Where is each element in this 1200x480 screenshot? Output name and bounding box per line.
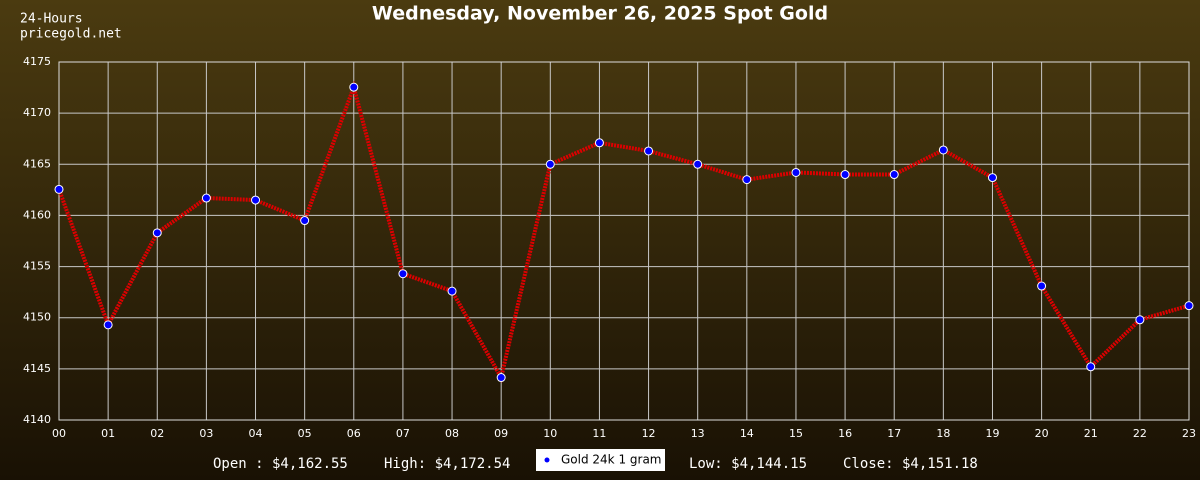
data-point <box>152 228 162 238</box>
data-point <box>300 216 310 226</box>
subtitle: pricegold.net <box>20 27 122 42</box>
data-point <box>54 184 64 194</box>
x-tick-label: 05 <box>298 427 312 440</box>
y-tick-label: 4145 <box>23 362 51 375</box>
data-point <box>693 159 703 169</box>
y-tick-label: 4175 <box>23 55 51 68</box>
data-point <box>1135 315 1145 325</box>
chart-title: Wednesday, November 26, 2025 Spot Gold <box>372 3 828 25</box>
y-tick-label: 4150 <box>23 311 51 324</box>
data-point <box>644 146 654 156</box>
price-line <box>57 80 1190 384</box>
summary-high: High: $4,172.54 <box>384 456 510 472</box>
x-tick-label: 10 <box>543 427 557 440</box>
x-tick-label: 23 <box>1182 427 1196 440</box>
y-tick-label: 4140 <box>23 413 51 426</box>
x-tick-label: 03 <box>199 427 213 440</box>
data-point <box>889 170 899 180</box>
y-tick-label: 4165 <box>23 157 51 170</box>
data-point <box>742 175 752 185</box>
x-tick-label: 11 <box>592 427 606 440</box>
x-tick-label: 19 <box>985 427 999 440</box>
data-point <box>103 320 113 330</box>
data-point <box>349 82 359 92</box>
data-point <box>201 193 211 203</box>
data-point <box>496 373 506 383</box>
x-tick-label: 14 <box>740 427 754 440</box>
data-point <box>545 159 555 169</box>
summary-close: Close: $4,151.18 <box>843 456 978 472</box>
y-tick-label: 4155 <box>23 260 51 273</box>
legend-label: Gold 24k 1 gram <box>561 453 661 467</box>
x-tick-label: 21 <box>1084 427 1098 440</box>
x-tick-label: 13 <box>691 427 705 440</box>
x-tick-label: 20 <box>1035 427 1049 440</box>
data-point <box>1184 301 1194 311</box>
x-tick-label: 08 <box>445 427 459 440</box>
x-tick-label: 12 <box>642 427 656 440</box>
x-tick-label: 07 <box>396 427 410 440</box>
x-tick-label: 04 <box>249 427 263 440</box>
y-tick-label: 4160 <box>23 208 51 221</box>
x-tick-label: 02 <box>150 427 164 440</box>
data-point <box>791 167 801 177</box>
x-tick-label: 17 <box>887 427 901 440</box>
legend-box <box>536 449 665 471</box>
data-point <box>938 145 948 155</box>
data-point <box>398 269 408 279</box>
data-point <box>1037 281 1047 291</box>
data-point <box>251 195 261 205</box>
data-point <box>594 138 604 148</box>
x-tick-label: 09 <box>494 427 508 440</box>
data-point <box>840 170 850 180</box>
summary-open: Open : $4,162.55 <box>213 456 348 472</box>
x-tick-label: 18 <box>936 427 950 440</box>
subtitle: 24-Hours <box>20 12 83 27</box>
x-tick-label: 01 <box>101 427 115 440</box>
x-tick-label: 15 <box>789 427 803 440</box>
x-tick-label: 00 <box>52 427 66 440</box>
summary-low: Low: $4,144.15 <box>689 456 807 472</box>
y-tick-label: 4170 <box>23 106 51 119</box>
x-tick-label: 16 <box>838 427 852 440</box>
data-point <box>987 173 997 183</box>
data-point <box>1086 362 1096 372</box>
x-tick-label: 22 <box>1133 427 1147 440</box>
x-tick-label: 06 <box>347 427 361 440</box>
legend-marker <box>544 457 550 463</box>
plot-frame <box>58 61 1190 421</box>
data-point <box>447 286 457 296</box>
